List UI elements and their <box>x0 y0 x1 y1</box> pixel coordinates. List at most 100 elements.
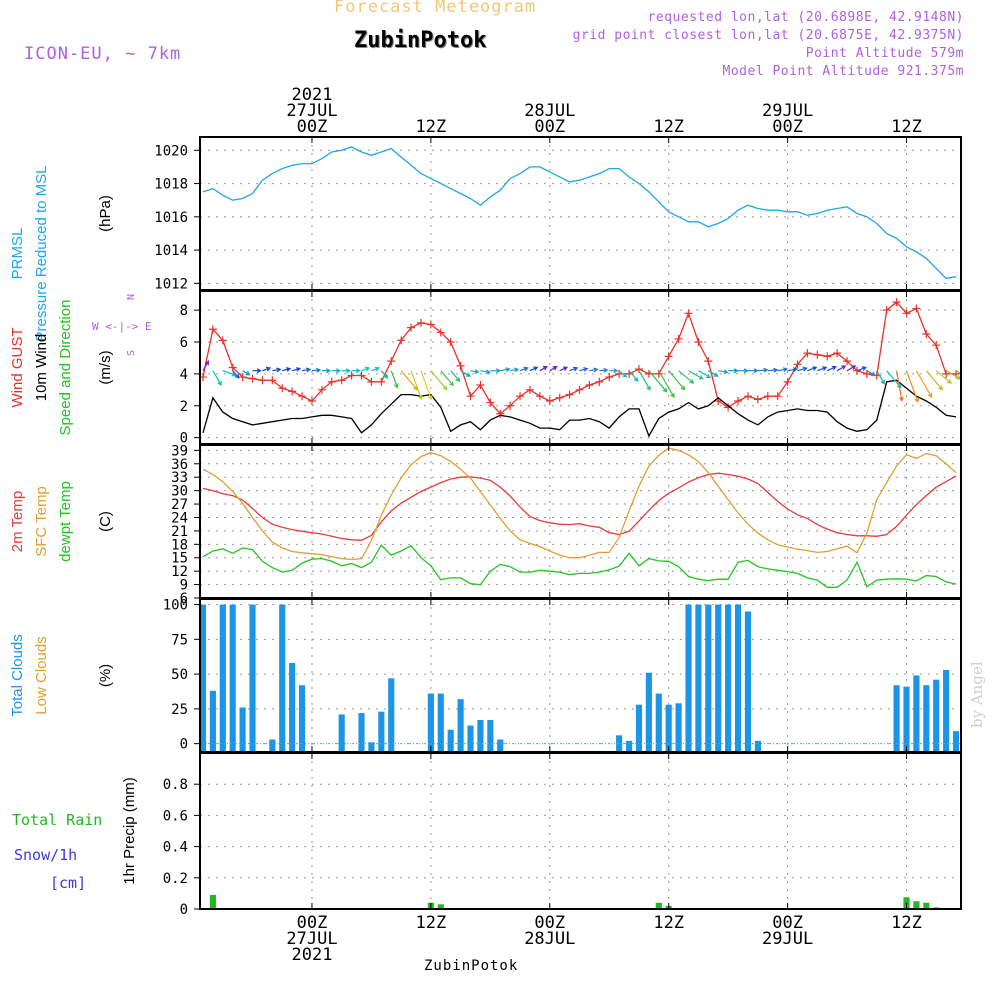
bar <box>219 604 226 752</box>
time-label-bottom: 12Z <box>653 913 684 933</box>
gust-marker <box>803 349 812 358</box>
gust-marker <box>228 363 237 372</box>
gust-marker <box>288 387 297 396</box>
bar <box>200 604 207 752</box>
panel-label: Low Clouds <box>33 636 50 714</box>
y-tick-label: 18 <box>171 537 188 553</box>
gust-marker <box>892 298 901 307</box>
wind-arrow <box>817 366 828 372</box>
y-tick-label: 15 <box>171 551 188 567</box>
gust-marker <box>466 392 475 401</box>
gust-marker <box>347 371 356 380</box>
wind-arrow <box>539 366 548 372</box>
gust-marker <box>268 376 277 385</box>
gust-marker <box>357 371 366 380</box>
time-label-bottom: 28JUL <box>524 929 575 949</box>
time-label-bottom: 00Z <box>772 913 803 933</box>
wind-arrow <box>599 367 609 373</box>
bar <box>477 720 484 752</box>
bar <box>933 679 940 752</box>
wind-arrow <box>589 367 599 373</box>
gust-marker <box>545 396 554 405</box>
y-tick-label: 36 <box>171 457 188 473</box>
y-tick-label: 39 <box>171 443 188 459</box>
gust-marker <box>852 366 861 375</box>
wind-arrow <box>757 367 769 373</box>
bar <box>685 604 692 752</box>
gust-marker <box>694 338 703 346</box>
gust-marker <box>327 377 336 386</box>
closest-coords: grid point closest lon,lat (20.6875E, 42… <box>572 28 964 43</box>
wind-arrow <box>519 366 529 372</box>
y-tick-label: 0.8 <box>163 777 188 793</box>
footer-location: ZubinPotok <box>424 958 519 974</box>
wind-arrow <box>490 368 501 374</box>
gust-marker <box>476 381 485 390</box>
gust-marker <box>605 373 614 382</box>
bar <box>635 704 643 752</box>
wind-arrow <box>301 367 312 373</box>
gust-marker <box>575 385 584 394</box>
gust-marker <box>555 393 564 402</box>
gust-marker <box>763 392 772 401</box>
wind-arrow <box>935 370 952 384</box>
gust-marker <box>535 392 544 401</box>
gust-marker <box>753 395 762 404</box>
time-label-top: 27JUL <box>286 101 337 121</box>
y-tick-label: 25 <box>171 702 188 718</box>
wind-arrow <box>658 370 675 399</box>
bar <box>923 902 930 909</box>
y-tick-label: 75 <box>171 632 188 648</box>
series-dewpt-temp <box>202 544 957 588</box>
bar <box>705 604 712 752</box>
series-2m-temp <box>202 472 957 541</box>
gust-marker <box>585 381 594 390</box>
time-label-bottom: 29JUL <box>762 929 813 949</box>
y-tick-label: 2 <box>180 399 188 415</box>
wind-arrow <box>876 370 885 385</box>
wind-arrow <box>242 370 251 376</box>
wind-arrow <box>728 368 739 374</box>
bar <box>497 739 504 752</box>
precip-label-rain: Total Rain <box>12 811 102 829</box>
plot-area <box>200 604 961 752</box>
time-label-top: 12Z <box>891 117 922 137</box>
gust-marker <box>486 398 495 407</box>
bar <box>744 611 752 752</box>
wind-arrow <box>232 370 240 379</box>
series-wind-gust <box>202 301 956 415</box>
compass-n: N <box>126 294 137 300</box>
wind-arrow <box>470 369 480 374</box>
wind-arrow <box>212 370 222 386</box>
wind-arrow <box>678 370 695 384</box>
point-altitude: Point Altitude 579m <box>805 46 964 61</box>
wind-arrow <box>648 370 668 393</box>
gust-marker <box>377 377 386 386</box>
wind-arrow <box>282 367 292 372</box>
bar <box>625 740 633 752</box>
wind-arrow <box>618 370 628 378</box>
bar <box>437 904 444 909</box>
bar <box>923 685 930 752</box>
gust-marker <box>902 309 911 318</box>
wind-arrow <box>341 368 351 374</box>
gust-marker <box>258 376 267 385</box>
compass-we: W <-|-> E <box>92 320 152 333</box>
wind-arrow <box>826 365 837 372</box>
gust-marker <box>367 377 376 386</box>
time-label-top: 00Z <box>534 117 565 137</box>
wind-arrow <box>807 366 818 372</box>
wind-arrow <box>331 368 342 374</box>
plot-area <box>200 298 961 438</box>
gust-marker <box>238 373 247 382</box>
gust-marker <box>446 338 455 346</box>
gust-marker <box>704 357 713 366</box>
bar <box>279 604 286 752</box>
bar <box>457 699 464 752</box>
gust-marker <box>208 325 217 334</box>
bar <box>903 686 910 752</box>
requested-coords: requested lon,lat (20.6898E, 42.9148N) <box>647 10 964 25</box>
gust-marker <box>932 341 941 350</box>
plot-area <box>202 146 957 280</box>
